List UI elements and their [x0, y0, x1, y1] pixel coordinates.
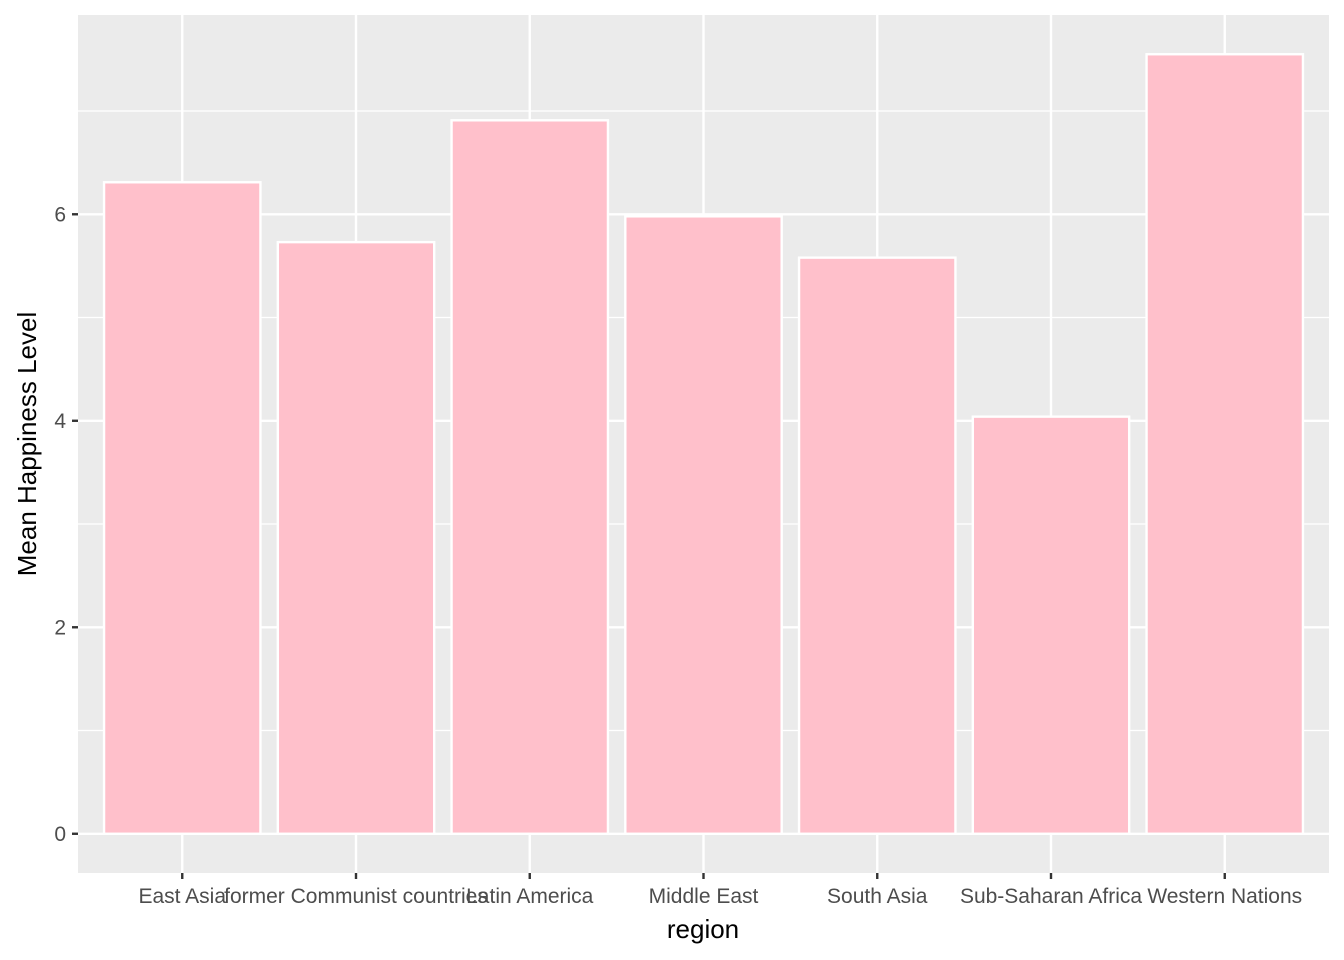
bars	[102, 53, 1305, 835]
x-tick-label: Middle East	[649, 885, 759, 908]
bar	[450, 119, 610, 835]
x-tick-label: South Asia	[827, 885, 928, 908]
bar	[797, 256, 957, 835]
x-tick-label: Latin America	[466, 885, 594, 908]
x-axis-title: region	[667, 914, 739, 944]
x-tick-label: Western Nations	[1147, 885, 1302, 908]
x-tick-label: former Communist countries	[224, 885, 488, 908]
y-tick-label: 4	[54, 410, 66, 433]
bar	[276, 240, 436, 835]
bar	[624, 215, 783, 835]
y-tick-label: 6	[54, 203, 66, 226]
x-tick-label: Sub-Saharan Africa	[960, 885, 1142, 908]
y-axis-title: Mean Happiness Level	[12, 312, 42, 577]
x-tick-label: East Asia	[138, 885, 226, 908]
y-tick-label: 0	[54, 823, 66, 846]
y-tick-label: 2	[54, 616, 66, 639]
bar	[102, 181, 262, 835]
bar	[971, 415, 1131, 835]
y-axis: 0 2 4 6	[54, 203, 78, 846]
bar	[1145, 53, 1305, 835]
